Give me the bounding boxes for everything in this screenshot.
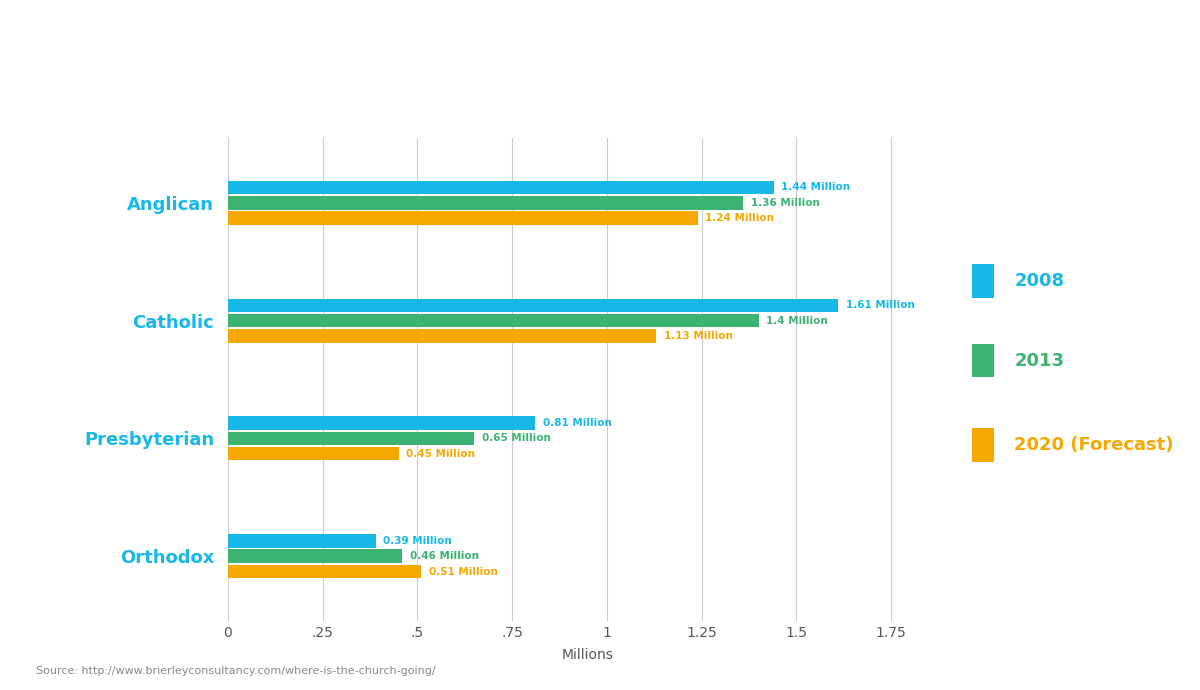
Bar [228, 447, 398, 460]
Bar [228, 314, 758, 327]
Text: 2013: 2013 [1014, 351, 1064, 370]
Text: 0.81 Million: 0.81 Million [542, 418, 612, 428]
Text: 1.36 Million: 1.36 Million [751, 198, 820, 208]
Bar [228, 181, 774, 194]
Text: 1.13 Million: 1.13 Million [664, 331, 733, 341]
Text: 0.51 Million: 0.51 Million [428, 566, 498, 577]
Bar [228, 329, 656, 343]
FancyBboxPatch shape [972, 264, 994, 298]
Text: 0.45 Million: 0.45 Million [406, 448, 475, 459]
Bar [228, 416, 535, 430]
Text: 2020 (Forecast): 2020 (Forecast) [1014, 436, 1174, 454]
Text: 1.4 Million: 1.4 Million [766, 315, 828, 326]
Text: 1.44 Million: 1.44 Million [781, 182, 851, 193]
Text: 1.61 Million: 1.61 Million [846, 300, 914, 310]
FancyBboxPatch shape [972, 428, 994, 462]
Text: 0.46 Million: 0.46 Million [410, 551, 479, 561]
Bar [228, 211, 698, 225]
Bar [228, 534, 376, 548]
FancyBboxPatch shape [972, 344, 994, 377]
Bar [228, 549, 402, 563]
Bar [228, 299, 838, 312]
Text: Source: http://www.brierleyconsultancy.com/where-is-the-church-going/: Source: http://www.brierleyconsultancy.c… [36, 667, 436, 676]
Bar [228, 565, 421, 578]
Text: 1.24 Million: 1.24 Million [706, 213, 774, 223]
Bar [228, 432, 474, 445]
X-axis label: Millions: Millions [562, 648, 614, 662]
Text: 0.39 Million: 0.39 Million [383, 536, 452, 546]
Text: 2008: 2008 [1014, 272, 1064, 290]
Text: UK CHURCH MEMBERSHIP BY DENOMINATION (2008-2020): UK CHURCH MEMBERSHIP BY DENOMINATION (20… [124, 53, 1076, 81]
Bar [228, 196, 743, 210]
Text: 0.65 Million: 0.65 Million [482, 433, 551, 444]
